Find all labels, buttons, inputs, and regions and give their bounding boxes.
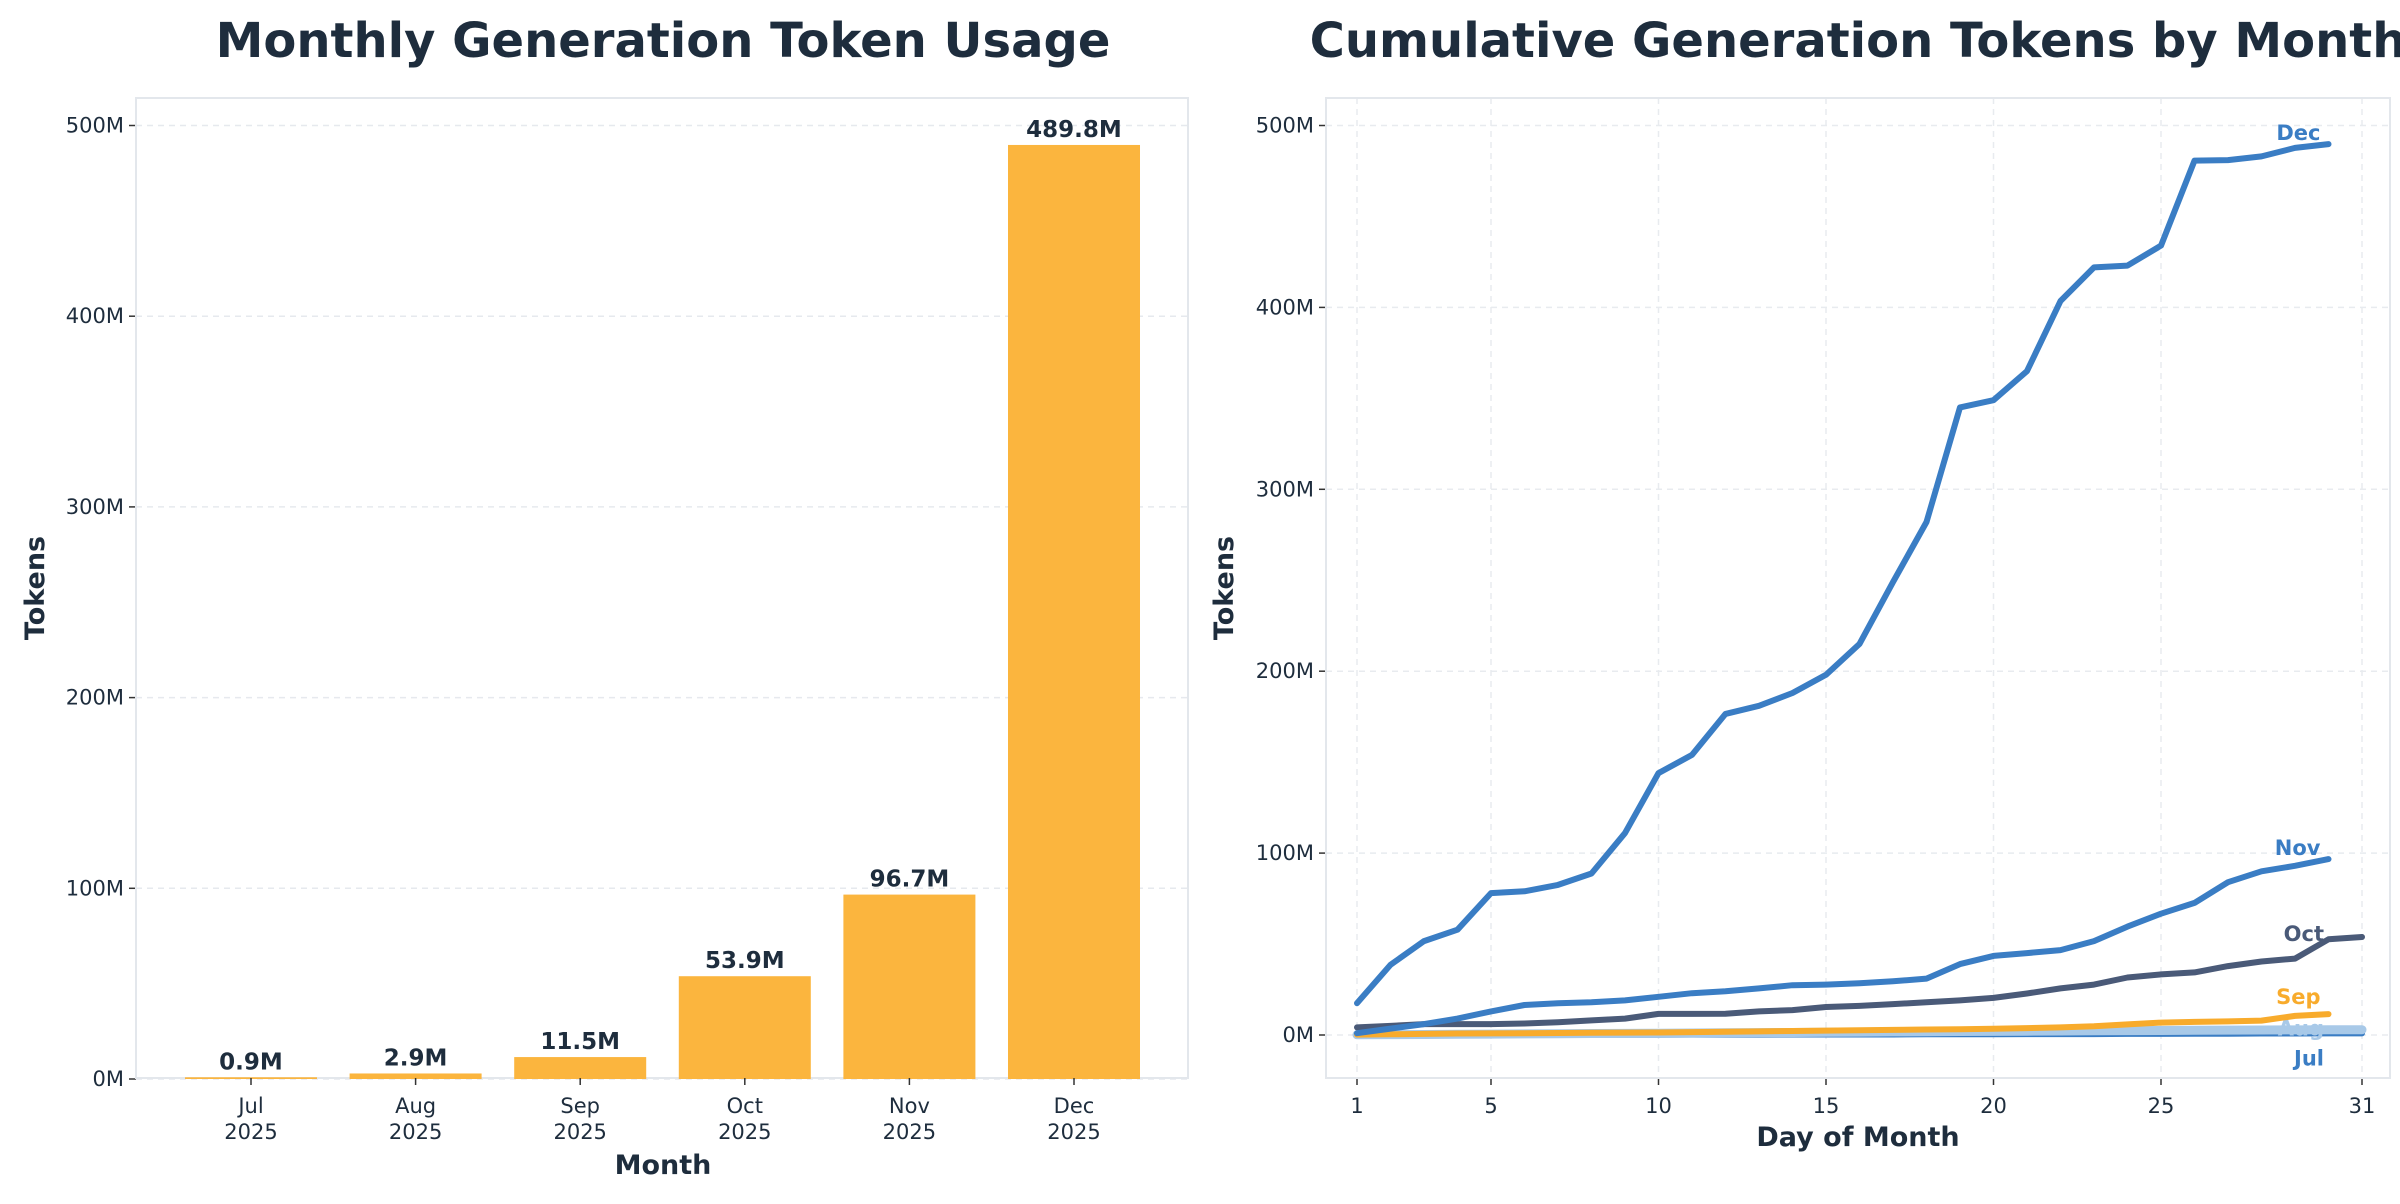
- bar-value-label: 2.9M: [384, 1045, 448, 1071]
- bar-dec: [1008, 144, 1140, 1079]
- y-tick-label: 500M: [1256, 114, 1314, 138]
- x-tick-label-year: 2025: [718, 1120, 771, 1144]
- bar-nov: [843, 894, 976, 1079]
- series-label-aug: Aug: [2278, 1017, 2324, 1041]
- x-tick-label: Oct: [727, 1094, 763, 1118]
- bar-oct: [678, 976, 811, 1079]
- line-nov: [1354, 856, 2332, 1037]
- x-tick-label: 1: [1350, 1094, 1363, 1118]
- y-tick-label: 400M: [66, 304, 124, 328]
- x-tick-label-year: 2025: [389, 1120, 442, 1144]
- bar-value-label: 96.7M: [870, 867, 950, 893]
- x-tick-label: Dec: [1054, 1094, 1095, 1118]
- y-tick-label: 400M: [1256, 295, 1314, 319]
- line-oct: [1354, 934, 2365, 1031]
- bar-chart-xlabel: Month: [615, 1150, 712, 1181]
- line-sep: [1354, 1011, 2332, 1038]
- y-tick-label: 200M: [66, 686, 124, 710]
- plot-frame: [135, 97, 1189, 1079]
- x-tick-label: 10: [1645, 1094, 1672, 1118]
- x-tick-label-year: 2025: [224, 1120, 277, 1144]
- line-chart-title: Cumulative Generation Tokens by Month: [1310, 13, 2400, 69]
- y-tick-label: 0M: [93, 1067, 124, 1091]
- bar-value-label: 489.8M: [1026, 117, 1122, 143]
- x-tick-label: 25: [2148, 1094, 2175, 1118]
- series-label-nov: Nov: [2275, 836, 2321, 860]
- bar-chart-title: Monthly Generation Token Usage: [216, 13, 1111, 69]
- x-tick-label: Nov: [889, 1094, 930, 1118]
- bar-sep: [514, 1057, 647, 1079]
- bar-value-label: 11.5M: [540, 1029, 620, 1055]
- y-tick-label: 200M: [1256, 659, 1314, 683]
- series-label-sep: Sep: [2276, 985, 2320, 1009]
- bar-value-label: 0.9M: [219, 1049, 283, 1075]
- x-tick-label: 31: [2349, 1094, 2376, 1118]
- line-chart: Cumulative Generation Tokens by Month Da…: [1209, 13, 2400, 1153]
- line-chart-ylabel: Tokens: [1209, 536, 1240, 640]
- y-tick-label: 100M: [66, 876, 124, 900]
- y-tick-label: 300M: [66, 495, 124, 519]
- bar-aug: [349, 1073, 482, 1079]
- bar-value-label: 53.9M: [705, 948, 785, 974]
- bar-chart-ylabel: Tokens: [20, 536, 51, 640]
- series-label-jul: Jul: [2292, 1046, 2324, 1070]
- line-dec: [1354, 141, 2332, 1007]
- y-tick-label: 500M: [66, 114, 124, 138]
- x-tick-label: Aug: [395, 1094, 436, 1118]
- line-chart-xlabel: Day of Month: [1756, 1122, 1959, 1153]
- x-tick-label-year: 2025: [553, 1120, 606, 1144]
- x-tick-label: 15: [1813, 1094, 1840, 1118]
- x-tick-label: Sep: [560, 1094, 600, 1118]
- series-label-dec: Dec: [2276, 121, 2320, 145]
- x-tick-label: Jul: [236, 1094, 263, 1118]
- y-tick-label: 300M: [1256, 477, 1314, 501]
- y-tick-label: 0M: [1283, 1023, 1314, 1047]
- y-tick-label: 100M: [1256, 841, 1314, 865]
- x-tick-label: 20: [1980, 1094, 2007, 1118]
- x-tick-label-year: 2025: [883, 1120, 936, 1144]
- bar-chart: Monthly Generation Token Usage Month Tok…: [20, 13, 1189, 1181]
- series-label-oct: Oct: [2284, 922, 2324, 946]
- plot-frame: [1325, 97, 2391, 1079]
- x-tick-label-year: 2025: [1047, 1120, 1100, 1144]
- x-tick-label: 5: [1484, 1094, 1497, 1118]
